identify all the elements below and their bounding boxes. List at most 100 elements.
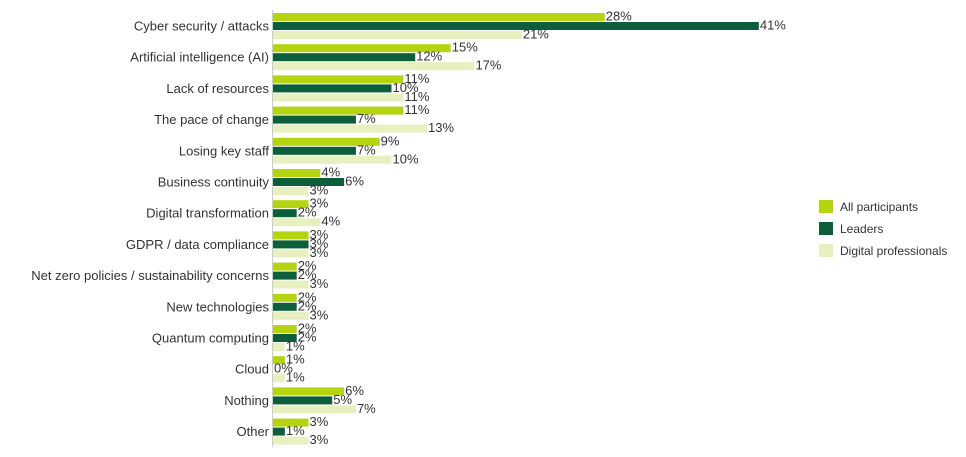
bar-digital-professionals (273, 436, 309, 445)
category-label: Nothing (224, 393, 269, 408)
bar-digital-professionals (273, 124, 428, 133)
bar-digital-professionals (273, 187, 309, 195)
category-label: Other (236, 424, 269, 439)
data-label: 1% (286, 339, 305, 354)
data-label: 3% (310, 196, 329, 211)
category-label: Digital transformation (146, 206, 269, 221)
bar-all-participants (273, 200, 309, 209)
data-label: 3% (310, 432, 329, 447)
bar-digital-professionals (273, 280, 309, 289)
data-label: 7% (357, 111, 376, 126)
data-label: 2% (298, 289, 317, 304)
bar-all-participants (273, 262, 297, 271)
bar-leaders (273, 146, 356, 155)
bar-all-participants (273, 387, 345, 396)
data-label: 3% (310, 414, 329, 429)
bar-leaders (273, 84, 392, 93)
data-label: 1% (286, 370, 305, 385)
data-label: 11% (404, 89, 429, 104)
data-label: 11% (404, 102, 429, 117)
legend: All participants Leaders Digital professio… (819, 200, 947, 258)
category-label: Net zero policies / sustainability conce… (31, 268, 269, 283)
bar-leaders (273, 396, 333, 405)
bar-all-participants (273, 13, 605, 21)
bar-leaders (273, 178, 345, 186)
bar-leaders (273, 115, 356, 124)
data-label: 9% (381, 133, 400, 148)
category-label: Cyber security / attacks (134, 19, 270, 34)
bar-all-participants (273, 106, 404, 115)
data-label: 2% (298, 267, 317, 282)
data-label: 1% (286, 352, 305, 367)
data-label: 17% (475, 58, 501, 73)
bar-digital-professionals (273, 343, 285, 351)
legend-swatch (819, 244, 833, 257)
data-label: 2% (298, 298, 317, 313)
data-label: 2% (298, 205, 317, 220)
category-label: Losing key staff (179, 143, 269, 158)
bar-all-participants (273, 44, 451, 53)
bars-layer (273, 13, 759, 445)
data-label: 2% (298, 258, 317, 273)
category-label: New technologies (166, 299, 269, 314)
data-label: 7% (357, 401, 376, 416)
data-label: 6% (345, 383, 364, 398)
legend-swatch (819, 222, 833, 235)
data-label: 4% (321, 165, 340, 180)
data-label: 1% (286, 423, 305, 438)
data-label: 12% (416, 49, 442, 64)
category-label: Lack of resources (166, 81, 269, 96)
data-label: 7% (357, 142, 376, 157)
legend-swatch (819, 200, 833, 213)
data-label: 3% (310, 245, 329, 260)
data-label: 4% (321, 214, 340, 229)
bar-digital-professionals (273, 62, 475, 71)
bar-all-participants (273, 418, 309, 427)
bar-leaders (273, 22, 759, 30)
category-label: Cloud (235, 362, 269, 377)
data-label: 6% (345, 174, 364, 189)
bar-all-participants (273, 356, 285, 365)
legend-label: All participants (840, 200, 918, 214)
bar-all-participants (273, 137, 380, 146)
legend-label: Leaders (840, 222, 883, 236)
data-label: 10% (393, 151, 419, 166)
data-label: 3% (310, 183, 329, 198)
bar-leaders (273, 302, 297, 311)
bar-leaders (273, 427, 285, 436)
bar-all-participants (273, 75, 404, 84)
data-label: 15% (452, 40, 478, 55)
data-label: 2% (298, 330, 317, 345)
data-label: 21% (523, 27, 549, 42)
category-label: Quantum computing (152, 331, 269, 346)
bar-digital-professionals (273, 93, 404, 102)
bar-leaders (273, 271, 297, 280)
data-label: 2% (298, 321, 317, 336)
data-label: 3% (310, 276, 329, 291)
bar-all-participants (273, 231, 309, 240)
bar-all-participants (273, 293, 297, 302)
bar-digital-professionals (273, 249, 309, 258)
bar-leaders (273, 209, 297, 218)
legend-label: Digital professionals (840, 244, 947, 258)
bar-leaders (273, 240, 309, 249)
data-label: 5% (333, 392, 352, 407)
bar-digital-professionals (273, 155, 392, 164)
data-label: 3% (310, 227, 329, 242)
category-label: The pace of change (154, 112, 269, 127)
category-label: Business continuity (158, 175, 270, 190)
data-label: 13% (428, 120, 454, 135)
bar-leaders (273, 53, 416, 62)
labels-layer: Cyber security / attacks 28% 41% 21% Artific… (31, 9, 786, 448)
bar-digital-professionals (273, 374, 285, 383)
bar-all-participants (273, 325, 297, 333)
bar-digital-professionals (273, 31, 522, 39)
bar-digital-professionals (273, 405, 356, 414)
data-label: 10% (393, 80, 419, 95)
data-label: 41% (760, 18, 786, 33)
category-label: Artificial intelligence (AI) (130, 50, 269, 65)
data-label: 3% (310, 307, 329, 322)
data-label: 0% (274, 361, 293, 376)
bar-leaders (273, 334, 297, 342)
